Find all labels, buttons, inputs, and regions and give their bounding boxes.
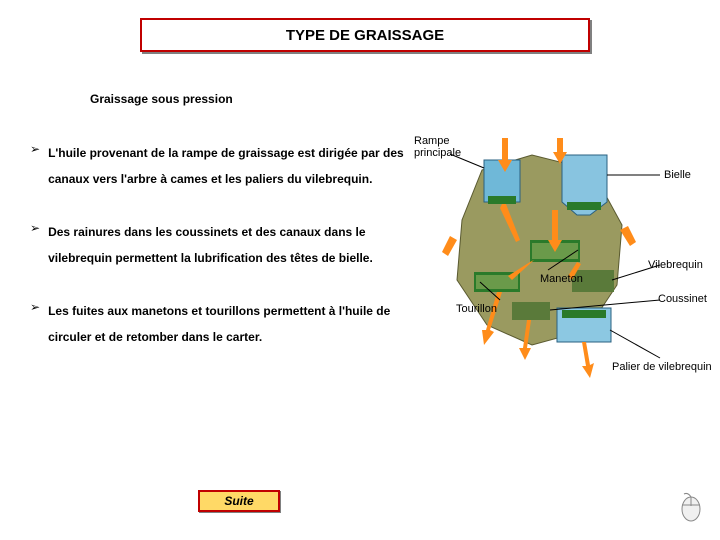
lubrication-diagram: Rampe principale Bielle Maneton Vilebreq…	[412, 130, 712, 420]
subtitle: Graissage sous pression	[90, 92, 233, 106]
hatch	[562, 310, 606, 318]
label-coussinet: Coussinet	[658, 293, 707, 305]
oil-arrow	[620, 226, 636, 246]
coussinet-shape	[512, 302, 550, 320]
mouse-icon	[680, 492, 702, 522]
label-maneton: Maneton	[540, 273, 583, 285]
bullet-list: ➢ L'huile provenant de la rampe de grais…	[30, 140, 410, 376]
label-vilebrequin: Vilebrequin	[648, 259, 703, 271]
hatch	[567, 202, 601, 210]
bullet-icon: ➢	[30, 300, 40, 314]
bullet-icon: ➢	[30, 142, 40, 156]
label-rampe2: principale	[414, 147, 461, 159]
list-item: ➢ Des rainures dans les coussinets et de…	[30, 219, 410, 272]
list-item: ➢ Les fuites aux manetons et tourillons …	[30, 298, 410, 351]
suite-button[interactable]: Suite	[198, 490, 280, 512]
list-item: ➢ L'huile provenant de la rampe de grais…	[30, 140, 410, 193]
label-rampe: Rampe	[414, 135, 449, 147]
bullet-icon: ➢	[30, 221, 40, 235]
oil-arrow	[442, 236, 457, 256]
page-title: TYPE DE GRAISSAGE	[286, 27, 444, 44]
bullet-text: L'huile provenant de la rampe de graissa…	[48, 140, 410, 193]
label-palier: Palier de vilebrequin	[612, 361, 712, 373]
label-line	[610, 330, 660, 358]
hatch	[488, 196, 516, 204]
oil-arrow	[582, 342, 594, 378]
title-box: TYPE DE GRAISSAGE	[140, 18, 590, 52]
label-bielle: Bielle	[664, 169, 691, 181]
bullet-text: Des rainures dans les coussinets et des …	[48, 219, 410, 272]
bullet-text: Les fuites aux manetons et tourillons pe…	[48, 298, 410, 351]
suite-label: Suite	[224, 494, 253, 508]
label-tourillon: Tourillon	[456, 303, 497, 315]
